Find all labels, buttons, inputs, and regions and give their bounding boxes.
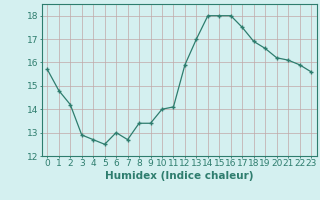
X-axis label: Humidex (Indice chaleur): Humidex (Indice chaleur)	[105, 171, 253, 181]
